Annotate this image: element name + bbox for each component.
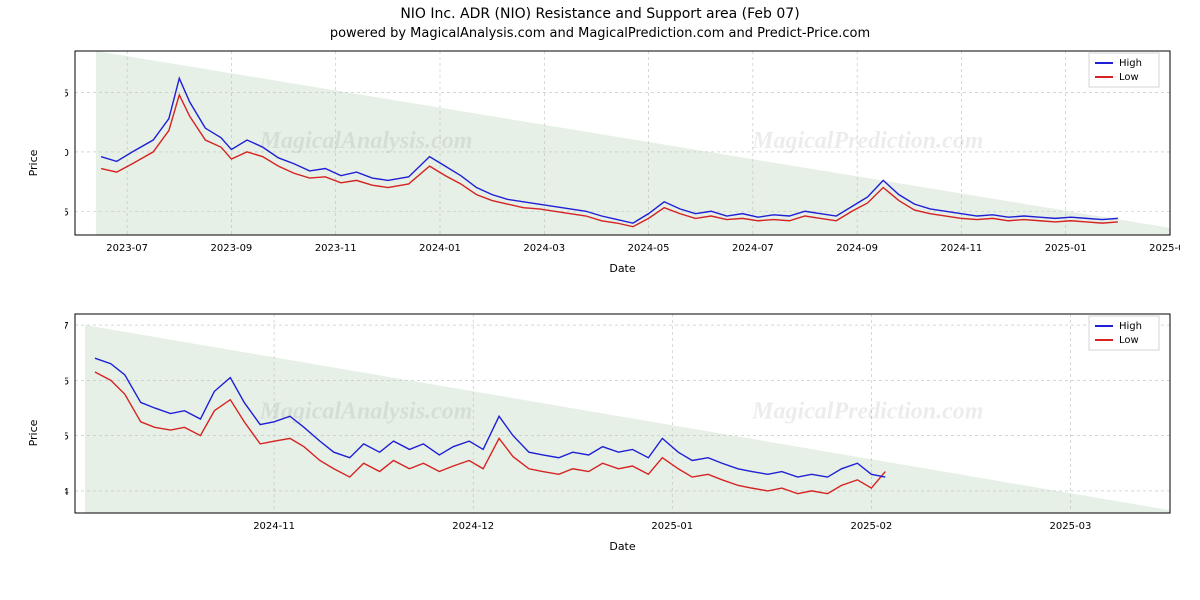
svg-text:2024-12: 2024-12 — [452, 521, 494, 532]
svg-text:2025-02: 2025-02 — [850, 521, 892, 532]
svg-text:15: 15 — [65, 89, 69, 100]
chart-container: NIO Inc. ADR (NIO) Resistance and Suppor… — [0, 0, 1200, 600]
svg-text:5: 5 — [65, 207, 69, 218]
svg-text:2024-11: 2024-11 — [253, 521, 295, 532]
svg-text:High: High — [1119, 58, 1142, 69]
svg-text:High: High — [1119, 321, 1142, 332]
x-axis-label-bottom: Date — [65, 540, 1180, 553]
svg-text:2023-07: 2023-07 — [106, 243, 148, 254]
svg-text:2024-03: 2024-03 — [523, 243, 565, 254]
svg-text:2024-05: 2024-05 — [628, 243, 670, 254]
svg-text:MagicalPrediction.com: MagicalPrediction.com — [751, 398, 983, 424]
svg-text:2023-09: 2023-09 — [211, 243, 253, 254]
svg-text:2025-03: 2025-03 — [1149, 243, 1180, 254]
svg-text:Low: Low — [1119, 335, 1139, 346]
svg-text:MagicalPrediction.com: MagicalPrediction.com — [751, 128, 983, 154]
svg-text:4: 4 — [65, 487, 69, 498]
chart-subtitle: powered by MagicalAnalysis.com and Magic… — [0, 22, 1200, 45]
svg-text:5: 5 — [65, 432, 69, 443]
svg-text:Low: Low — [1119, 72, 1139, 83]
svg-text:6: 6 — [65, 376, 69, 387]
svg-text:MagicalAnalysis.com: MagicalAnalysis.com — [259, 398, 473, 424]
svg-text:2023-11: 2023-11 — [315, 243, 357, 254]
svg-text:2024-09: 2024-09 — [836, 243, 878, 254]
svg-text:10: 10 — [65, 148, 69, 159]
chart-top-svg: 5 10 15 2023-07 2023-09 2023-11 2024-01 2024-03… — [65, 45, 1180, 260]
chart-bottom: Price 45672024-112024-122025-012025-0220… — [65, 308, 1180, 558]
svg-text:7: 7 — [65, 321, 69, 332]
svg-text:2024-07: 2024-07 — [732, 243, 774, 254]
y-axis-label-bottom: Price — [27, 420, 40, 447]
svg-text:2025-03: 2025-03 — [1050, 521, 1092, 532]
x-axis-label-top: Date — [65, 262, 1180, 275]
svg-text:MagicalAnalysis.com: MagicalAnalysis.com — [259, 128, 473, 154]
chart-bottom-svg: 4 5 6 7 2024-11 2024-12 2025-01 2025-02 2025-03 M… — [65, 308, 1180, 538]
svg-text:2024-11: 2024-11 — [941, 243, 983, 254]
y-axis-label-top: Price — [27, 149, 40, 176]
chart-title: NIO Inc. ADR (NIO) Resistance and Suppor… — [0, 0, 1200, 22]
svg-text:2025-01: 2025-01 — [651, 521, 693, 532]
svg-text:2024-01: 2024-01 — [419, 243, 461, 254]
svg-text:2025-01: 2025-01 — [1045, 243, 1087, 254]
chart-top: Price 510152023-072023-092023-112024-012… — [65, 45, 1180, 280]
